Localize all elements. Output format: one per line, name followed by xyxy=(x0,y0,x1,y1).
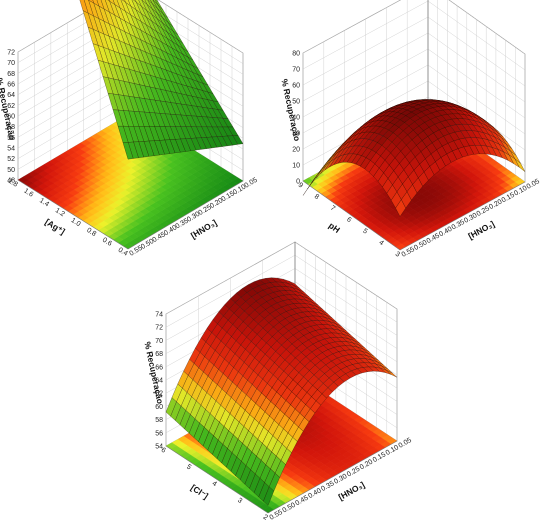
y-axis-label: [Cl⁻] xyxy=(189,482,210,501)
z-tick-label: 30 xyxy=(292,131,300,138)
surface-plot-cl: 74727068666462605856540.550.500.450.400.… xyxy=(142,241,413,522)
y-tick-label: 6 xyxy=(160,447,167,455)
z-tick-label: 20 xyxy=(292,147,300,154)
z-tick-label: 72 xyxy=(7,50,15,57)
z-tick-label: 40 xyxy=(292,115,300,122)
y-tick-label: 6 xyxy=(345,216,352,224)
z-tick-label: 56 xyxy=(155,430,163,437)
z-tick-label: 50 xyxy=(7,167,15,174)
y-tick-label: 2 xyxy=(262,514,269,522)
y-tick-label: 3 xyxy=(394,251,401,259)
surface-plot-ag: 727068666462605856545250480.550.500.450.… xyxy=(0,0,259,258)
y-axis-label: [Ag⁺] xyxy=(43,217,67,237)
z-tick-label: 72 xyxy=(155,325,163,332)
y-tick-label: 4 xyxy=(377,239,384,247)
response-surface xyxy=(165,277,398,506)
y-tick-label: 1.2 xyxy=(54,207,66,218)
y-tick-label: 4 xyxy=(211,480,218,488)
z-tick-label: 74 xyxy=(155,312,163,319)
z-tick-label: 70 xyxy=(292,67,300,74)
x-tick-label: 0.05 xyxy=(398,437,413,450)
z-tick-label: 54 xyxy=(155,444,163,451)
z-tick-label: 70 xyxy=(7,60,15,67)
z-tick-label: 64 xyxy=(7,92,15,99)
y-axis-label: pH xyxy=(327,220,342,235)
z-tick-label: 66 xyxy=(155,364,163,371)
z-tick-label: 54 xyxy=(7,146,15,153)
x-tick-label: 0.05 xyxy=(526,178,541,191)
y-tick-label: 5 xyxy=(185,463,192,471)
y-tick-label: 5 xyxy=(361,228,368,236)
surface-plot-ph: 807060504030201000.550.500.450.400.350.3… xyxy=(279,0,541,259)
y-tick-label: 1.4 xyxy=(38,197,50,208)
z-tick-label: 62 xyxy=(155,391,163,398)
z-tick-label: 64 xyxy=(155,378,163,385)
y-tick-label: 3 xyxy=(236,497,243,505)
z-tick-label: 60 xyxy=(155,404,163,411)
response-surface xyxy=(79,0,244,160)
z-tick-label: 60 xyxy=(7,114,15,121)
z-tick-label: 0 xyxy=(296,179,300,186)
z-tick-label: 56 xyxy=(7,135,15,142)
y-tick-label: 7 xyxy=(329,205,336,213)
z-tick-label: 60 xyxy=(292,83,300,90)
z-tick-label: 66 xyxy=(7,82,15,89)
y-tick-label: 1.0 xyxy=(70,217,82,228)
y-tick-label: 0.4 xyxy=(117,247,129,258)
y-tick-label: 1.8 xyxy=(7,178,19,189)
y-tick-label: 1.6 xyxy=(22,187,34,198)
y-tick-label: 0.6 xyxy=(101,237,113,248)
z-tick-label: 58 xyxy=(155,417,163,424)
response-surface xyxy=(302,99,526,217)
z-tick-label: 68 xyxy=(7,71,15,78)
x-tick-label: 0.05 xyxy=(243,177,258,190)
z-tick-label: 58 xyxy=(7,124,15,131)
z-tick-label: 62 xyxy=(7,103,15,110)
y-tick-label: 8 xyxy=(313,193,320,201)
z-tick-label: 10 xyxy=(292,163,300,170)
y-tick-label: 0.8 xyxy=(85,227,97,238)
y-tick-label: 9 xyxy=(297,182,304,190)
z-tick-label: 68 xyxy=(155,351,163,358)
z-tick-label: 70 xyxy=(155,338,163,345)
z-tick-label: 80 xyxy=(292,51,300,58)
z-tick-label: 48 xyxy=(7,178,15,185)
z-tick-label: 52 xyxy=(7,156,15,163)
z-tick-label: 50 xyxy=(292,99,300,106)
